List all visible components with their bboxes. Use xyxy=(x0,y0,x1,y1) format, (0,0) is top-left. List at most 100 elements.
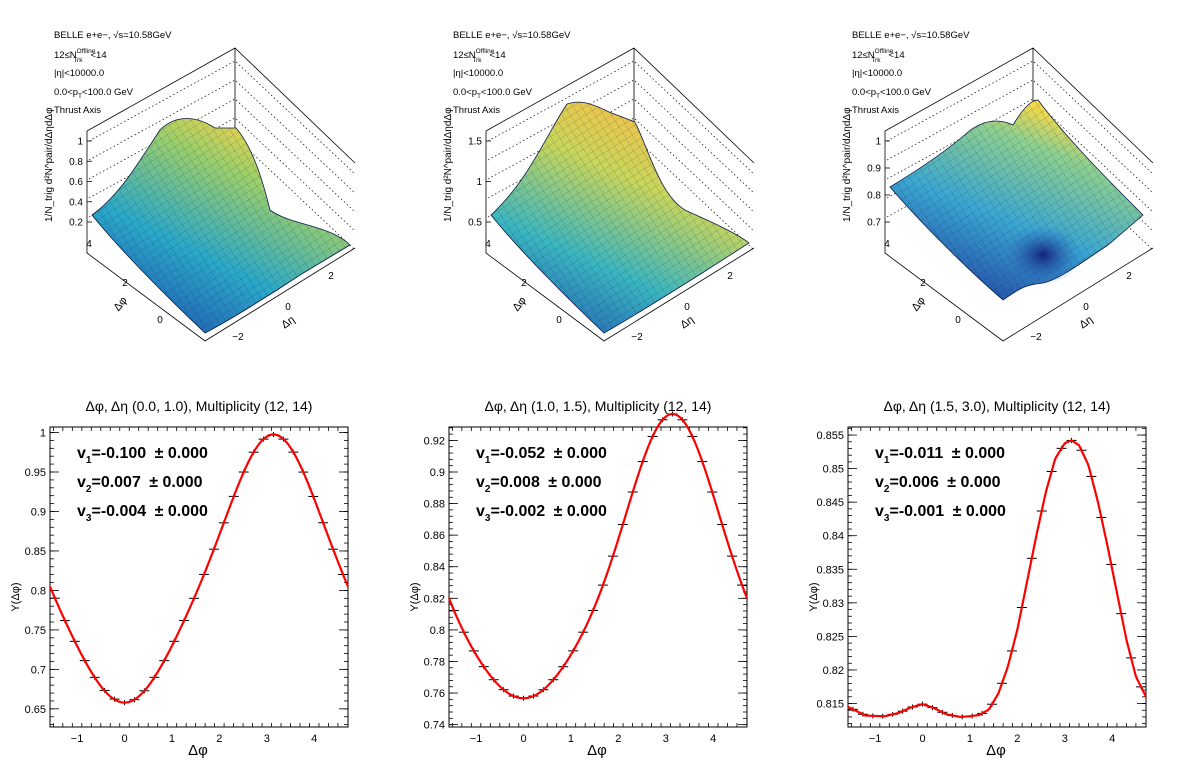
z-gridline xyxy=(88,60,356,175)
y-tick-label: 0.9 xyxy=(31,506,46,518)
surface-mesh xyxy=(491,102,749,333)
info-box: BELLE e+e−, √s=10.58GeV 12≤NOffline Trk <14… xyxy=(453,30,571,116)
x-tick-label: 3 xyxy=(264,733,270,745)
panel-title: Δφ, Δη (1.0, 1.5), Multiplicity (12, 14) xyxy=(485,398,712,414)
info-line-eta: |η|<10000.0 xyxy=(852,68,902,79)
info-line-multiplicity: 12≤NOffline Trk <14 xyxy=(852,48,905,64)
y-axis-label: Y(Δφ) xyxy=(10,582,22,611)
deta-tick-label: −2 xyxy=(232,332,244,343)
fit-curve xyxy=(48,433,350,704)
x-tick-label: 1 xyxy=(967,733,973,745)
surface-axes xyxy=(485,131,755,342)
front-edges xyxy=(485,131,755,342)
x-tick-label: −1 xyxy=(71,733,84,745)
fit-annotation-v2: v2=0.008 ± 0.000 xyxy=(476,474,602,495)
x-tick-label: 0 xyxy=(919,733,925,745)
panel-title: Δφ, Δη (0.0, 1.0), Multiplicity (12, 14) xyxy=(86,398,313,414)
dphi-tick-label: 4 xyxy=(86,239,92,250)
info-line-axis: Thrust Axis xyxy=(453,105,500,116)
plot-frame xyxy=(448,426,748,728)
z-gridline xyxy=(88,98,356,213)
y-tick-label: 0.9 xyxy=(430,467,445,479)
y-tick-label: 0.8 xyxy=(430,625,445,637)
z-tick-label: 0.2 xyxy=(69,218,83,229)
dphi-tick-label: 2 xyxy=(920,278,926,289)
dphi-tick-label: 0 xyxy=(955,315,961,326)
y-tick-label: 0.74 xyxy=(424,720,445,732)
info-line-pt: 0.0<pT<100.0 GeV xyxy=(852,87,932,100)
y-tick-label: 0.855 xyxy=(816,430,844,442)
fit-annotation-v2: v2=0.007 ± 0.000 xyxy=(77,474,203,495)
y-tick-label: 0.825 xyxy=(816,631,844,643)
fit-curve xyxy=(847,439,1147,718)
deta-axis-label: Δη xyxy=(678,314,696,332)
info-line-axis: Thrust Axis xyxy=(54,105,101,116)
y-tick-label: 0.85 xyxy=(25,546,46,558)
fit-panel-3: Δφ, Δη (1.5, 3.0), Multiplicity (12, 14)… xyxy=(808,398,1147,759)
y-tick-label: 0.815 xyxy=(816,699,844,711)
y-tick-label: 0.835 xyxy=(816,564,844,576)
deta-tick-label: 2 xyxy=(727,271,733,282)
y-tick-label: 0.75 xyxy=(25,625,46,637)
z-axis-label: 1/N_trig d²N^pair/dΔηdΔφ xyxy=(443,107,454,222)
z-axis-label: 1/N_trig d²N^pair/dΔηdΔφ xyxy=(44,107,55,222)
fit-annotation-v1: v1=-0.052 ± 0.000 xyxy=(476,445,607,466)
dphi-tick-label: 0 xyxy=(157,315,163,326)
fit-annotation-v1: v1=-0.100 ± 0.000 xyxy=(77,445,208,466)
front-edges xyxy=(884,131,1154,342)
x-tick-label: 3 xyxy=(1062,733,1068,745)
dphi-axis-label: Δφ xyxy=(909,295,927,314)
deta-tick-label: 0 xyxy=(1083,302,1089,313)
x-axis-label: Δφ xyxy=(188,742,208,759)
fit-annotation-v3: v3=-0.004 ± 0.000 xyxy=(77,503,208,524)
z-tick-label: 1 xyxy=(476,177,482,188)
y-tick-label: 0.7 xyxy=(31,664,46,676)
z-gridline xyxy=(88,117,356,232)
dphi-tick-label: 2 xyxy=(521,278,527,289)
x-tick-label: 2 xyxy=(1014,733,1020,745)
surface-body xyxy=(490,101,750,334)
surface-axes xyxy=(86,131,356,342)
x-tick-label: 0 xyxy=(520,733,526,745)
info-box: BELLE e+e−, √s=10.58GeV 12≤NOffline Trk <14… xyxy=(852,30,970,116)
y-tick-label: 0.86 xyxy=(424,530,445,542)
surface-axes xyxy=(884,131,1154,342)
y-tick-label: 0.95 xyxy=(25,467,46,479)
z-tick-label: 0.8 xyxy=(69,157,83,168)
x-tick-label: 3 xyxy=(663,733,669,745)
x-tick-label: 4 xyxy=(710,733,716,745)
fit-annotation-v1: v1=-0.011 ± 0.000 xyxy=(875,445,1005,466)
x-tick-label: 0 xyxy=(121,733,127,745)
plot-frame xyxy=(49,426,349,728)
y-tick-label: 0.83 xyxy=(823,598,844,610)
x-axis-label: Δφ xyxy=(587,742,607,759)
z-gridlines xyxy=(88,60,356,251)
info-line-pt: 0.0<pT<100.0 GeV xyxy=(54,87,134,100)
x-tick-label: 2 xyxy=(615,733,621,745)
z-gridline xyxy=(487,117,755,232)
x-axis-label: Δφ xyxy=(986,742,1006,759)
z-gridline xyxy=(487,60,755,175)
x-tick-label: 2 xyxy=(216,733,222,745)
y-tick-label: 0.88 xyxy=(424,499,445,511)
x-tick-label: 1 xyxy=(568,733,574,745)
z-gridline xyxy=(886,98,1154,213)
z-gridline xyxy=(487,136,755,251)
y-tick-label: 0.92 xyxy=(424,435,445,447)
y-tick-label: 0.84 xyxy=(823,531,844,543)
info-line-eta: |η|<10000.0 xyxy=(54,68,104,79)
deta-tick-label: −2 xyxy=(631,332,643,343)
z-tick-label: 1.5 xyxy=(468,137,482,148)
z-tick-label: 0.8 xyxy=(867,191,881,202)
surface-plots: BELLE e+e−, √s=10.58GeV 12≤NOffline Trk <14… xyxy=(44,30,1154,343)
surface-body xyxy=(889,99,1144,301)
y-tick-label: 0.84 xyxy=(424,562,445,574)
fit-annotation-v3: v3=-0.002 ± 0.000 xyxy=(476,503,607,524)
deta-tick-label: −2 xyxy=(1030,332,1042,343)
z-tick-label: 0.9 xyxy=(867,164,881,175)
z-tick-label: 1 xyxy=(77,137,83,148)
y-axis-label: Y(Δφ) xyxy=(808,582,820,611)
fit-annotation-v3: v3=-0.001 ± 0.000 xyxy=(875,503,1006,524)
z-tick-label: 0.6 xyxy=(69,177,83,188)
